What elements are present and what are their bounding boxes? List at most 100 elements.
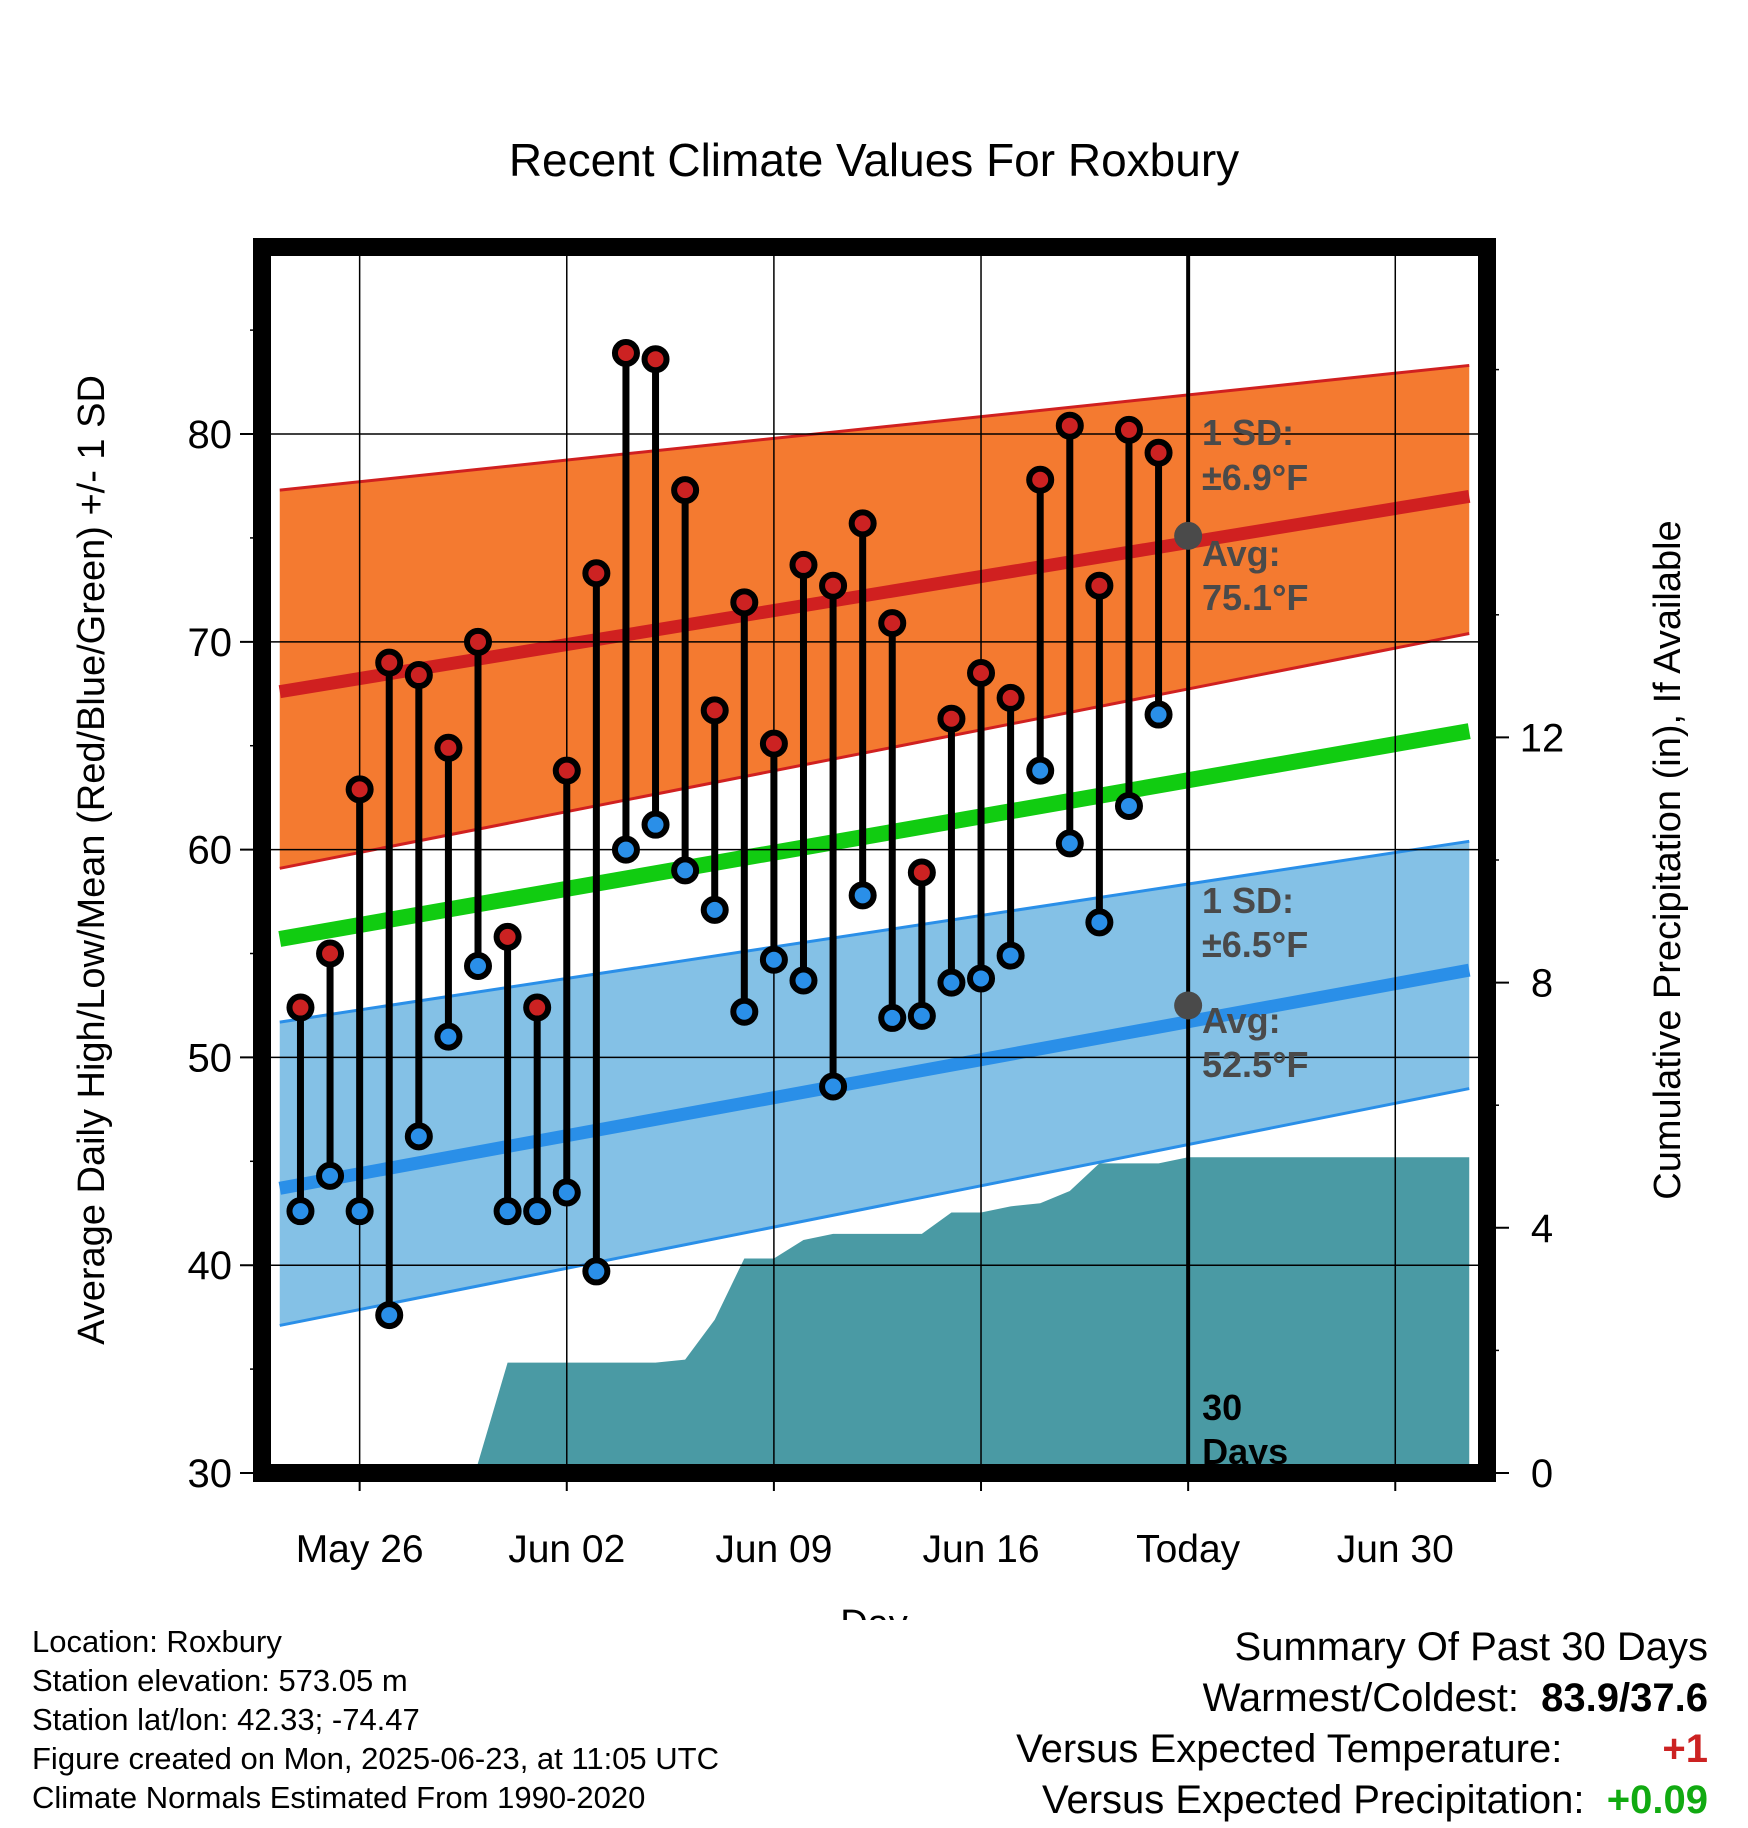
high-point [552,756,581,785]
y-tick-label: 50 [188,1036,233,1080]
precip-row: Versus Expected Precipitation: +0.09 [1016,1775,1708,1826]
today-high-avg-marker [1174,521,1203,550]
high-point [582,559,611,588]
low-point [1026,756,1055,785]
high-point [789,550,818,579]
precip-value: +0.09 [1606,1778,1708,1822]
low-point [996,941,1025,970]
latlon-text: Station lat/lon: 42.33; -74.47 [32,1702,420,1737]
high-point [1055,411,1084,440]
y-tick-label: 40 [188,1244,233,1288]
high-point [1114,415,1143,444]
y2-tick-label: 4 [1531,1207,1553,1251]
summary-title: Summary Of Past 30 Days [1234,1625,1708,1669]
created-text: Figure created on Mon, 2025-06-23, at 11… [32,1741,719,1776]
high-point [1026,465,1055,494]
high-point [404,661,433,690]
x-tick-label: May 26 [296,1528,424,1571]
warm-cold-row: Warmest/Coldest: 83.9/37.6 [1016,1673,1708,1724]
low-point [404,1122,433,1151]
temperature-marks [286,338,1203,1330]
high-point [345,775,374,804]
station-info: Location: Roxbury Station elevation: 573… [32,1622,719,1817]
high-point [937,704,966,733]
low-point [611,835,640,864]
y-axis-label-left: Average Daily High/Low/Mean (Red/Blue/Gr… [71,375,113,1345]
x-tick-label: Jun 16 [922,1528,1039,1571]
climate-chart: Recent Climate Values For Roxbury 304050… [71,134,1689,1620]
x-tick-label: Jun 02 [508,1528,625,1571]
low-point [759,945,788,974]
low-point [1085,908,1114,937]
high-point [611,338,640,367]
days-label: 30 Days [1202,1387,1288,1472]
high-point [848,509,877,538]
low-point [671,856,700,885]
days-label-line: 30 [1202,1387,1242,1428]
low-sd-band-upper-edge [279,839,1470,1024]
high-avg-value: 75.1°F [1202,577,1308,618]
low-point [937,968,966,997]
low-point [878,1003,907,1032]
high-point [1085,571,1114,600]
y-axis-label-right: Cumulative Precipitation (in), If Availa… [1647,520,1689,1199]
precip-area [475,1157,1470,1473]
low-point [286,1197,315,1226]
days-label-line: Days [1202,1431,1288,1472]
x-tick-label: Jun 09 [715,1528,832,1571]
high-point [819,571,848,600]
temp-value: +1 [1662,1727,1708,1771]
high-point [641,345,670,374]
high-point [907,858,936,887]
low-avg-value: 52.5°F [1202,1044,1308,1085]
axes: 30 40 50 60 70 80 0 4 8 12 May 26 Jun 02 Jun 09 Jun 1… [188,329,1565,1571]
x-axis-label: Day [840,1603,908,1620]
low-point [1144,700,1173,729]
x-tick-label: Jun 30 [1337,1528,1454,1571]
low-point [789,966,818,995]
low-point [523,1197,552,1226]
low-point [464,951,493,980]
y-tick-label: 60 [188,829,233,873]
high-point [671,476,700,505]
high-sd-annotation: 1 SD: [1202,412,1294,453]
low-point [316,1161,345,1190]
high-point [464,627,493,656]
high-point [286,993,315,1022]
y-tick-label: 70 [188,621,233,665]
low-point [493,1197,522,1226]
high-point [523,993,552,1022]
high-avg-annotation: Avg: [1202,533,1281,574]
y2-tick-label: 8 [1531,962,1553,1006]
low-point [730,997,759,1026]
y-tick-label: 80 [188,413,233,457]
low-point [907,1001,936,1030]
high-point [700,696,729,725]
y2-tick-label: 0 [1531,1452,1553,1496]
low-point [434,1022,463,1051]
x-tick-label: Today [1136,1528,1241,1571]
warm-cold-value: 83.9/37.6 [1541,1676,1708,1720]
low-point [819,1072,848,1101]
warm-cold-label: Warmest/Coldest: [1202,1676,1519,1720]
today-low-avg-marker [1174,991,1203,1020]
high-sd-band [279,365,1470,869]
normals-text: Climate Normals Estimated From 1990-2020 [32,1780,646,1815]
low-avg-annotation: Avg: [1202,1000,1281,1041]
high-point [730,588,759,617]
location-text: Location: Roxbury [32,1624,282,1659]
low-point [848,881,877,910]
summary-panel: Summary Of Past 30 Days Warmest/Coldest:… [1016,1622,1708,1826]
y-tick-label: 30 [188,1452,233,1496]
high-sd-value: ±6.9°F [1202,457,1308,498]
low-point [700,895,729,924]
low-point [552,1178,581,1207]
y2-tick-label: 12 [1520,716,1565,760]
plot-area [278,363,1471,1473]
low-point [582,1257,611,1286]
high-point [1144,438,1173,467]
annotations: 1 SD: ±6.9°F Avg: 75.1°F 1 SD: ±6.5°F Av… [1202,412,1308,1472]
low-point [641,810,670,839]
low-point [1114,791,1143,820]
high-point [316,939,345,968]
